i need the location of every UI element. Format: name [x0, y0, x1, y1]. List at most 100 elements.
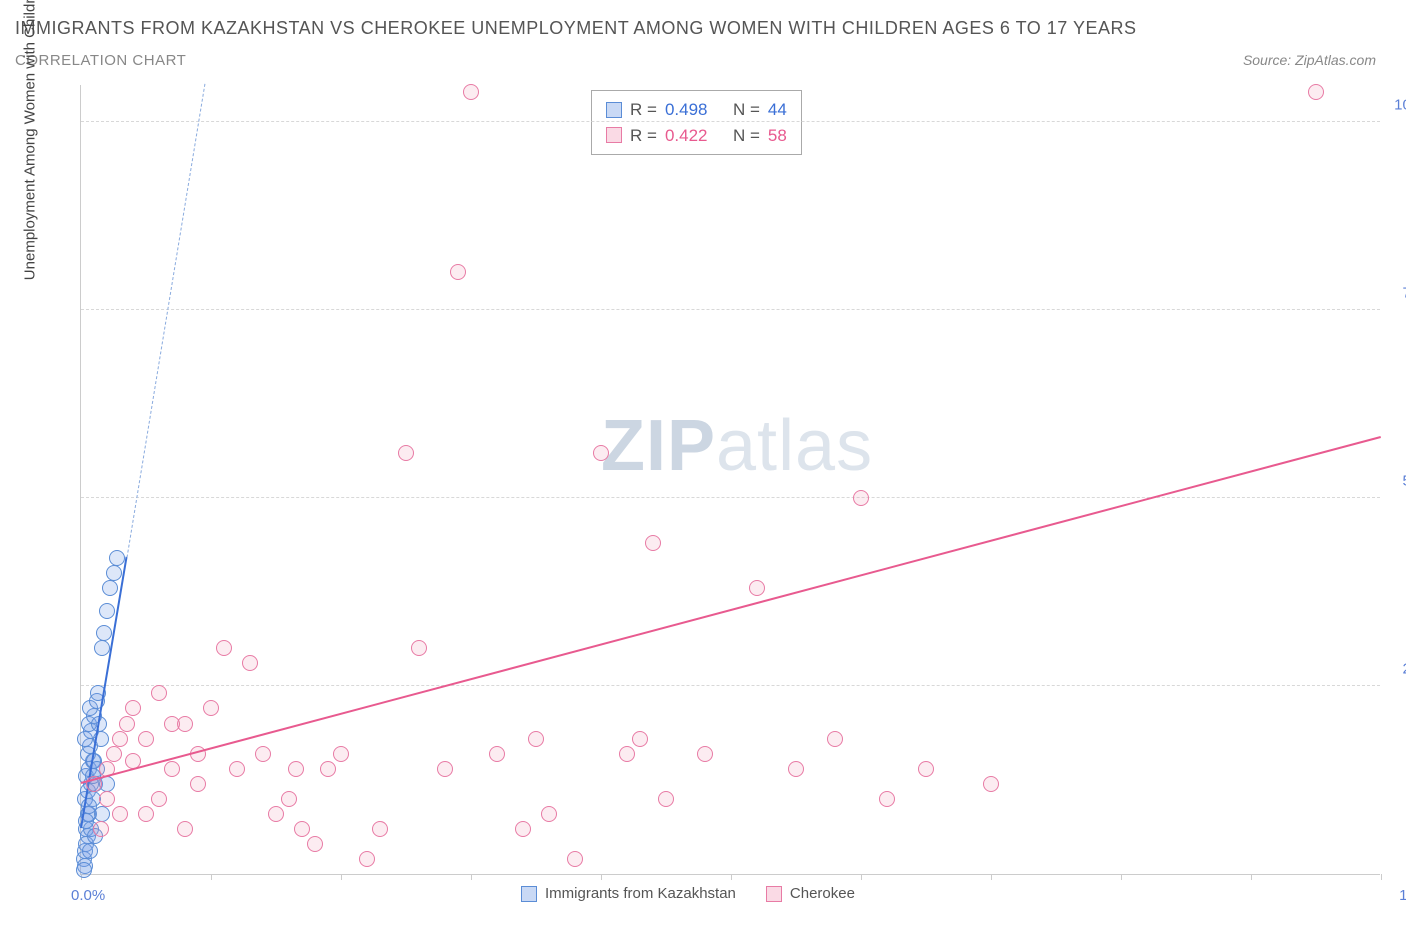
swatch-blue-icon — [606, 102, 622, 118]
scatter-point — [827, 731, 843, 747]
chart-subtitle: CORRELATION CHART — [15, 52, 186, 69]
scatter-point — [102, 580, 118, 596]
scatter-point — [288, 761, 304, 777]
stats-row-pink: R = 0.422 N = 58 — [606, 123, 787, 149]
watermark: ZIPatlas — [601, 405, 873, 487]
scatter-point — [106, 746, 122, 762]
scatter-point — [216, 640, 232, 656]
scatter-point — [164, 716, 180, 732]
x-tick — [1121, 874, 1122, 880]
r-value-blue: 0.498 — [665, 97, 708, 123]
legend-label-blue: Immigrants from Kazakhstan — [545, 885, 736, 902]
scatter-point — [320, 761, 336, 777]
scatter-point — [619, 746, 635, 762]
scatter-point — [190, 776, 206, 792]
scatter-point — [229, 761, 245, 777]
source-attribution: Source: ZipAtlas.com — [1243, 52, 1376, 68]
scatter-point — [99, 791, 115, 807]
trend-line — [81, 436, 1382, 784]
watermark-light: atlas — [716, 406, 873, 486]
scatter-point — [359, 851, 375, 867]
scatter-point — [96, 625, 112, 641]
scatter-point — [593, 445, 609, 461]
legend-label-pink: Cherokee — [790, 885, 855, 902]
scatter-point — [450, 264, 466, 280]
scatter-point — [203, 700, 219, 716]
scatter-point — [749, 580, 765, 596]
scatter-point — [281, 791, 297, 807]
trend-line — [126, 83, 205, 557]
scatter-point — [125, 700, 141, 716]
scatter-point — [515, 821, 531, 837]
x-tick — [1251, 874, 1252, 880]
scatter-point — [255, 746, 271, 762]
scatter-point — [632, 731, 648, 747]
x-tick — [211, 874, 212, 880]
y-axis-label: Unemployment Among Women with Children A… — [22, 0, 39, 280]
scatter-point — [983, 776, 999, 792]
x-tick — [991, 874, 992, 880]
x-tick-zero: 0.0% — [71, 887, 105, 904]
scatter-point — [437, 761, 453, 777]
swatch-pink-icon — [606, 127, 622, 143]
scatter-point — [138, 731, 154, 747]
legend-swatch-pink-icon — [766, 886, 782, 902]
scatter-point — [398, 445, 414, 461]
stats-row-blue: R = 0.498 N = 44 — [606, 97, 787, 123]
scatter-point — [1308, 84, 1324, 100]
scatter-point — [333, 746, 349, 762]
scatter-point — [307, 836, 323, 852]
scatter-point — [242, 655, 258, 671]
x-tick-hundred: 100.0% — [1399, 887, 1406, 904]
legend-item-pink: Cherokee — [766, 885, 855, 902]
scatter-point — [268, 806, 284, 822]
scatter-point — [879, 791, 895, 807]
plot-area: ZIPatlas R = 0.498 N = 44 R = 0.422 N = … — [80, 85, 1380, 875]
n-value-pink: 58 — [768, 123, 787, 149]
x-tick — [341, 874, 342, 880]
chart-container: Unemployment Among Women with Children A… — [50, 85, 1380, 895]
scatter-point — [138, 806, 154, 822]
n-label-pink: N = — [733, 123, 760, 149]
scatter-point — [119, 716, 135, 732]
chart-title: IMMIGRANTS FROM KAZAKHSTAN VS CHEROKEE U… — [15, 18, 1137, 39]
r-label-blue: R = — [630, 97, 657, 123]
watermark-bold: ZIP — [601, 406, 716, 486]
scatter-point — [788, 761, 804, 777]
scatter-point — [99, 603, 115, 619]
r-label-pink: R = — [630, 123, 657, 149]
scatter-point — [658, 791, 674, 807]
y-tick-label: 25.0% — [1402, 660, 1406, 677]
scatter-point — [76, 862, 92, 878]
scatter-point — [82, 843, 98, 859]
scatter-point — [541, 806, 557, 822]
scatter-point — [294, 821, 310, 837]
scatter-point — [697, 746, 713, 762]
scatter-point — [463, 84, 479, 100]
x-tick — [731, 874, 732, 880]
scatter-point — [94, 640, 110, 656]
scatter-point — [177, 821, 193, 837]
scatter-point — [109, 550, 125, 566]
scatter-point — [853, 490, 869, 506]
scatter-point — [567, 851, 583, 867]
n-label-blue: N = — [733, 97, 760, 123]
scatter-point — [164, 761, 180, 777]
legend-item-blue: Immigrants from Kazakhstan — [521, 885, 736, 902]
scatter-point — [918, 761, 934, 777]
x-tick — [1381, 874, 1382, 880]
y-tick-label: 50.0% — [1402, 472, 1406, 489]
bottom-legend: Immigrants from Kazakhstan Cherokee — [521, 885, 855, 902]
scatter-point — [645, 535, 661, 551]
scatter-point — [372, 821, 388, 837]
scatter-point — [112, 806, 128, 822]
gridline-h — [81, 121, 1380, 122]
scatter-point — [151, 791, 167, 807]
y-tick-label: 100.0% — [1394, 96, 1406, 113]
r-value-pink: 0.422 — [665, 123, 708, 149]
x-tick — [861, 874, 862, 880]
legend-swatch-blue-icon — [521, 886, 537, 902]
scatter-point — [112, 731, 128, 747]
y-tick-label: 75.0% — [1402, 284, 1406, 301]
scatter-point — [106, 565, 122, 581]
